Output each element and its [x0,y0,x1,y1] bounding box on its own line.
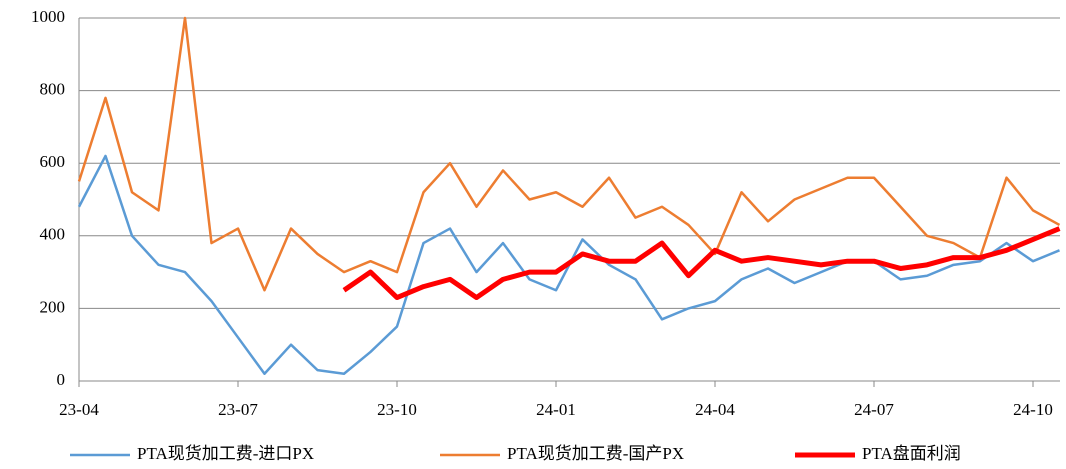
x-tick-label: 24-04 [695,400,735,419]
series-line [77,16,1061,292]
series-line [342,226,1061,301]
y-tick-label: 600 [40,152,66,171]
x-tick-label: 23-10 [377,400,417,419]
y-tick-label: 800 [40,80,66,99]
x-tick-label: 23-04 [59,400,99,419]
y-tick-label: 400 [40,225,66,244]
legend-label: PTA现货加工费-进口PX [137,444,314,463]
legend-label: PTA现货加工费-国产PX [507,444,684,463]
legend-label: PTA盘面利润 [862,444,961,463]
y-tick-label: 200 [40,297,66,316]
y-tick-label: 0 [57,370,66,389]
x-tick-label: 24-07 [854,400,894,419]
y-tick-label: 1000 [31,7,65,26]
x-tick-label: 24-10 [1013,400,1053,419]
x-tick-label: 24-01 [536,400,576,419]
x-tick-label: 23-07 [218,400,258,419]
